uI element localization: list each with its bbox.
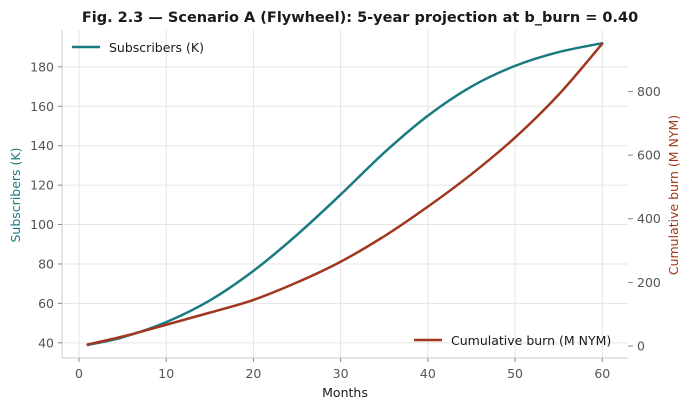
right-y-axis-label: Cumulative burn (M NYM) (666, 115, 681, 275)
series-line-subscribers (86, 41, 604, 347)
series-line-cumulative-burn (86, 42, 604, 346)
grid-lines (62, 30, 628, 358)
chart-title: Fig. 2.3 — Scenario A (Flywheel): 5-year… (82, 10, 638, 26)
plot-frame (61, 30, 628, 359)
left-y-tick-label: 60 (38, 296, 54, 311)
left-y-axis: 40 60 80 100 120 140 160 180 (30, 59, 62, 350)
right-y-tick-label: 0 (637, 339, 645, 354)
right-y-tick-label: 800 (637, 84, 661, 99)
legend-subscribers: Subscribers (K) (72, 40, 204, 55)
left-y-axis-label: Subscribers (K) (8, 148, 23, 243)
x-tick-label: 40 (420, 366, 436, 381)
right-y-tick-label: 600 (637, 148, 661, 163)
left-y-tick-label: 40 (38, 335, 54, 350)
left-y-tick-label: 140 (30, 138, 54, 153)
legend-label-cumulative-burn: Cumulative burn (M NYM) (451, 333, 611, 348)
x-axis: 0 10 20 30 40 50 60 (75, 358, 610, 381)
left-y-tick-label: 180 (30, 59, 54, 74)
x-tick-label: 60 (594, 366, 610, 381)
x-tick-label: 10 (158, 366, 174, 381)
right-y-tick-label: 200 (637, 275, 661, 290)
left-y-tick-label: 100 (30, 217, 54, 232)
left-y-tick-label: 120 (30, 178, 54, 193)
x-axis-label: Months (322, 385, 368, 400)
right-y-axis: 0 200 400 600 800 (628, 84, 661, 354)
x-tick-label: 0 (75, 366, 83, 381)
series-lines (86, 41, 604, 347)
x-tick-label: 50 (507, 366, 523, 381)
legend-label-subscribers: Subscribers (K) (109, 40, 204, 55)
x-tick-label: 20 (245, 366, 261, 381)
x-tick-label: 30 (333, 366, 349, 381)
right-y-tick-label: 400 (637, 211, 661, 226)
left-y-tick-label: 80 (38, 256, 54, 271)
legend-cumulative-burn: Cumulative burn (M NYM) (414, 333, 611, 348)
left-y-tick-label: 160 (30, 99, 54, 114)
